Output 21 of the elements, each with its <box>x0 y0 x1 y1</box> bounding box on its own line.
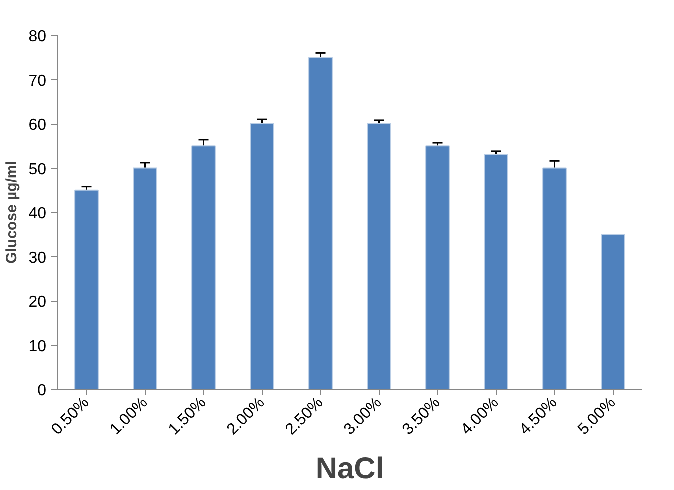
bar <box>192 146 216 390</box>
x-axis-title: NaCl <box>316 452 384 486</box>
bar <box>133 168 158 390</box>
bar <box>367 124 392 390</box>
y-tick-label: 60 <box>28 117 47 134</box>
y-tick-label: 80 <box>28 28 47 46</box>
y-tick-label: 50 <box>28 161 47 178</box>
y-tick-label: 0 <box>38 382 47 400</box>
bar <box>250 124 274 390</box>
y-tick-label: 10 <box>28 338 47 356</box>
y-axis-title: Glucose µg/ml <box>4 161 21 264</box>
bar <box>74 190 99 390</box>
y-tick-label: 70 <box>28 72 47 90</box>
y-tick-label: 20 <box>28 294 47 311</box>
y-tick-label: 40 <box>28 206 47 222</box>
bar <box>426 146 450 390</box>
bar <box>308 57 333 390</box>
bar <box>542 168 567 390</box>
y-tick-label: 30 <box>28 250 47 267</box>
bar <box>484 154 508 390</box>
bar <box>601 234 626 390</box>
